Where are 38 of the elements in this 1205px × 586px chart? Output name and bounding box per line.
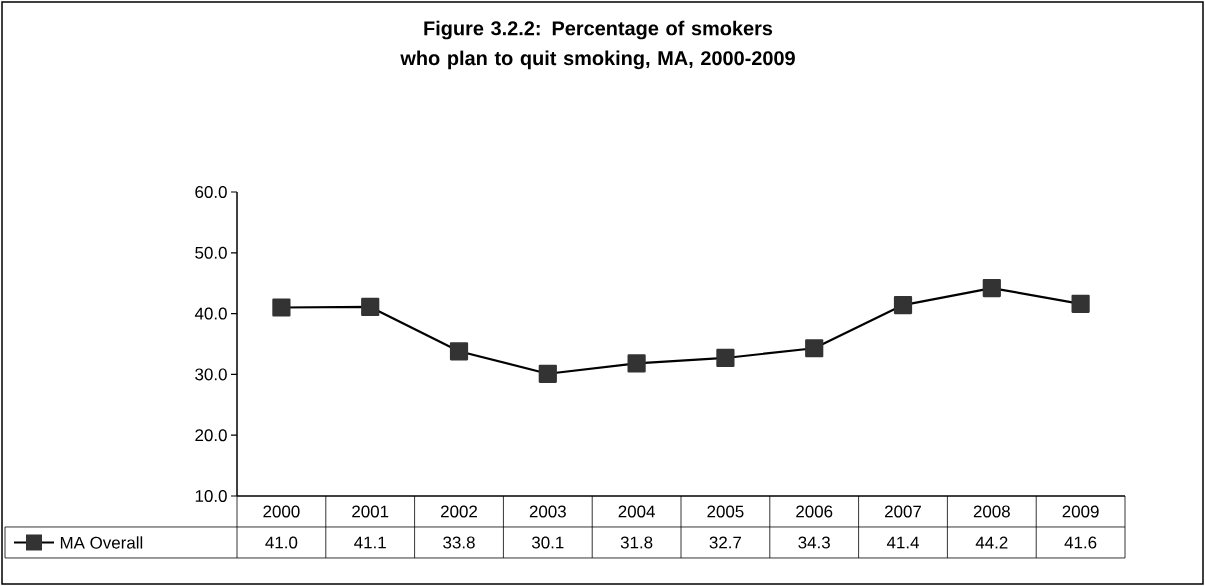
data-label: 31.8 bbox=[620, 536, 653, 549]
x-tick-label: 2007 bbox=[885, 505, 921, 518]
x-tick-label: 2004 bbox=[618, 505, 655, 518]
data-label: 41.0 bbox=[265, 536, 298, 549]
data-label: 41.6 bbox=[1064, 536, 1097, 549]
x-tick-label: 2006 bbox=[796, 505, 833, 518]
point bbox=[361, 297, 380, 316]
data-label: 44.2 bbox=[975, 536, 1008, 549]
data-label: 41.4 bbox=[886, 536, 919, 549]
legend-label: MA Overall bbox=[60, 536, 143, 549]
data-label: 30.1 bbox=[531, 536, 564, 549]
x-tick-label: 2003 bbox=[529, 505, 566, 518]
x-tick-label: 2005 bbox=[707, 505, 744, 518]
x-tick-label: 2008 bbox=[973, 505, 1010, 518]
point bbox=[627, 354, 646, 373]
chart-title: Figure 3.2.2: Percentage of smokers who plan to quit smoking, MA, 2000-2009 bbox=[400, 20, 795, 70]
x-tick-label: 2009 bbox=[1062, 505, 1099, 518]
point bbox=[716, 348, 735, 368]
point bbox=[1071, 294, 1090, 313]
point bbox=[893, 295, 913, 315]
point bbox=[805, 339, 824, 358]
data-label: 33.8 bbox=[443, 536, 475, 549]
x-tick-label: 2002 bbox=[441, 505, 477, 518]
point bbox=[449, 342, 469, 361]
y-tick-label: 50.0 bbox=[195, 246, 227, 259]
y-tick-label: 60.0 bbox=[195, 185, 227, 198]
x-tick-label: 2001 bbox=[352, 505, 389, 518]
point bbox=[538, 364, 557, 383]
x-tick-label: 2000 bbox=[263, 505, 300, 518]
y-tick-label: 20.0 bbox=[195, 429, 227, 442]
point bbox=[272, 298, 291, 317]
data-label: 32.7 bbox=[709, 536, 742, 549]
point bbox=[982, 278, 1001, 298]
y-tick-label: 10.0 bbox=[195, 489, 227, 502]
data-label: 41.1 bbox=[354, 536, 386, 549]
y-tick-label: 30.0 bbox=[195, 368, 227, 381]
data-label: 34.3 bbox=[798, 536, 830, 549]
y-tick-label: 40.0 bbox=[194, 307, 227, 320]
